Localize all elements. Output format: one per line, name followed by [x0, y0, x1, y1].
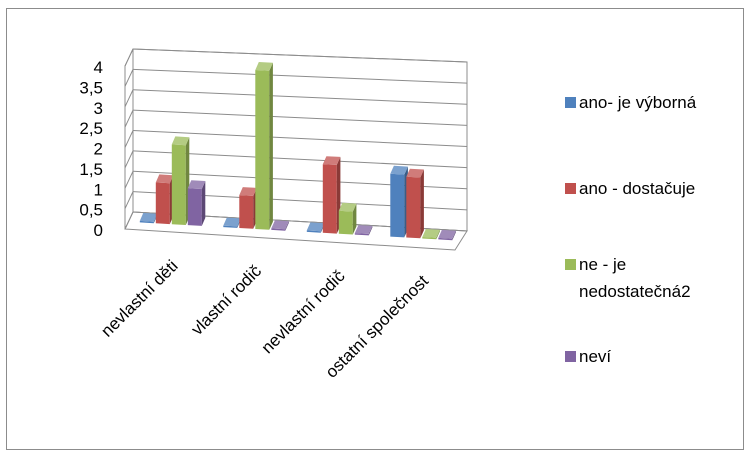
bar-top: [306, 222, 325, 232]
y-tick-label: 3: [94, 99, 103, 118]
bar-front: [271, 228, 286, 231]
bar: [338, 202, 357, 235]
bar: [155, 174, 174, 225]
bar-top: [171, 136, 190, 146]
bar-top: [390, 165, 408, 175]
bar-front: [422, 237, 437, 240]
bar-side: [452, 230, 456, 241]
legend-label: neví: [579, 347, 612, 366]
bar: [422, 229, 440, 240]
gridline-side: [124, 48, 134, 67]
bars: [139, 62, 456, 241]
bar: [171, 136, 190, 225]
bar: [187, 180, 206, 226]
legend-label: ano - dostačuje: [579, 179, 696, 198]
gridline: [132, 48, 468, 63]
y-tick-label: 1: [94, 180, 103, 199]
legend-swatch-icon: [565, 97, 576, 108]
bar-front: [438, 237, 453, 241]
bar-side: [436, 229, 440, 240]
y-tick-label: 4: [94, 58, 103, 77]
bar-front: [255, 70, 270, 230]
bar-side: [352, 203, 357, 235]
gridline-side: [124, 109, 134, 128]
gridline: [132, 89, 468, 105]
gridline-side: [124, 211, 134, 230]
gridline-side: [124, 69, 134, 87]
bar-top: [406, 168, 424, 178]
category-label: nevlastní rodič: [258, 266, 349, 357]
legend-item-3: neví: [565, 343, 611, 370]
bar-top: [155, 174, 174, 184]
bar: [322, 156, 341, 234]
bar-front: [322, 164, 337, 234]
bar-front: [171, 144, 186, 225]
gridline-side: [124, 191, 134, 209]
bar-front: [390, 173, 405, 238]
bar-front: [155, 182, 170, 225]
bar-top: [271, 220, 289, 230]
bar-side: [285, 221, 289, 231]
bar-top: [187, 180, 206, 189]
category-label: vlastní rodič: [188, 261, 266, 339]
bar-top: [338, 202, 357, 212]
bar-top: [255, 62, 273, 71]
bar-top: [354, 225, 373, 234]
legend-swatch-icon: [565, 183, 576, 194]
bar-front: [338, 210, 353, 235]
y-tick-label: 2: [94, 140, 103, 159]
bar: [406, 168, 424, 239]
chart-area: 0 0,5 1 1,5 2 2,5 3 3,5 4 nevlastní děti vlastní …: [6, 8, 744, 450]
bar-front: [139, 220, 154, 224]
legend-label: ano- je výborná: [579, 93, 697, 112]
legend-swatch-icon: [565, 259, 576, 270]
legend-item-1: ano - dostačuje: [565, 175, 695, 202]
gridline: [132, 109, 468, 126]
y-tick-label: 1,5: [79, 160, 103, 179]
legend-swatch-icon: [565, 351, 576, 362]
bar-side: [201, 181, 206, 226]
bar: [239, 187, 257, 229]
gridline-side: [124, 89, 134, 107]
bar-chart: 00,5 11,52 2,53 3,54 nevlastní děti vlastní …: [79, 48, 468, 382]
y-tick-label: 2,5: [79, 119, 103, 138]
bar-top: [139, 212, 158, 222]
bar-front: [187, 188, 202, 226]
bar-front: [406, 176, 421, 239]
gridline: [132, 68, 468, 84]
bar-side: [420, 169, 424, 239]
bar-top: [422, 229, 440, 238]
bar: [255, 62, 273, 230]
bar-top: [223, 217, 241, 227]
gridline: [132, 130, 468, 147]
bar-front: [239, 195, 254, 229]
bar: [271, 220, 289, 231]
category-label: nevlastní děti: [97, 256, 181, 340]
bar: [390, 165, 408, 238]
legend-item-0: ano- je výborná: [565, 89, 696, 116]
bar-side: [368, 225, 373, 236]
bar: [438, 229, 456, 241]
bar-top: [438, 229, 456, 239]
y-tick-label: 3,5: [79, 78, 103, 97]
legend-label: ne - je nedostatečná2: [579, 255, 691, 301]
y-tick-label: 0: [94, 221, 103, 240]
y-tick-label: 0,5: [79, 201, 103, 220]
bar-front: [223, 225, 238, 228]
y-axis-ticks: 00,5 11,52 2,53 3,54: [79, 58, 103, 240]
legend-item-2: ne - je nedostatečná2: [565, 251, 705, 305]
bar-front: [306, 230, 321, 233]
gridline-side: [124, 130, 134, 148]
gridline-side: [124, 171, 134, 189]
bar-top: [239, 187, 257, 196]
bar-front: [354, 233, 369, 236]
bar-side: [269, 62, 273, 230]
gridline-side: [124, 150, 134, 169]
bar-top: [322, 156, 341, 165]
bar: [223, 217, 241, 228]
bar: [354, 225, 373, 236]
